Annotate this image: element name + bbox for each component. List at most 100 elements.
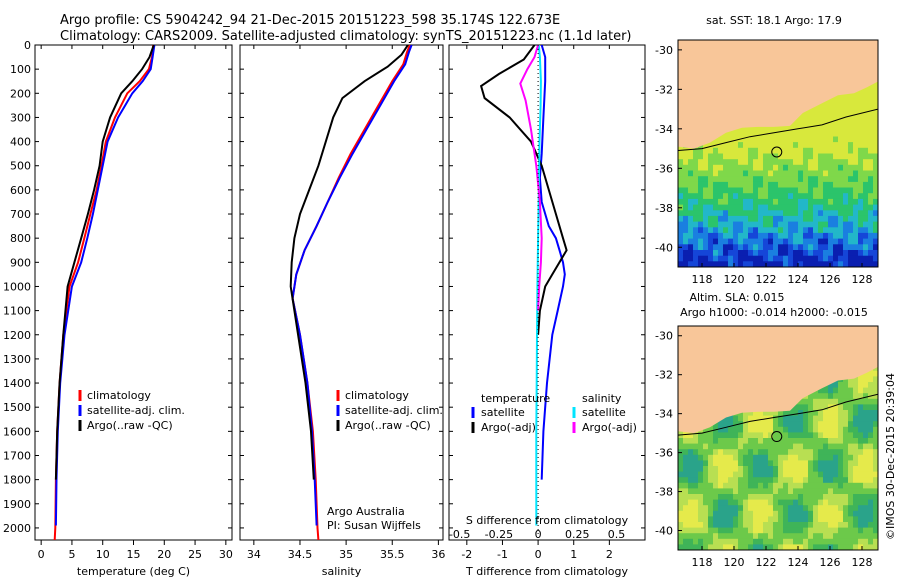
map-cell xyxy=(728,153,734,160)
map-cell xyxy=(698,255,704,262)
map-cell xyxy=(838,443,844,450)
map-cell xyxy=(698,544,704,550)
map-cell xyxy=(733,181,739,189)
map-cell xyxy=(788,153,794,160)
map-cell xyxy=(688,227,694,234)
map-cell xyxy=(788,494,794,501)
map-cell xyxy=(873,544,878,550)
map-cell xyxy=(828,238,834,245)
map-cell xyxy=(728,443,734,450)
map-cell xyxy=(683,187,689,194)
map-cell xyxy=(763,510,769,517)
map-cell xyxy=(738,215,744,223)
map-cell xyxy=(783,505,789,512)
map-cell xyxy=(778,410,784,417)
map-cell xyxy=(853,421,859,428)
map-cell xyxy=(823,471,829,478)
map-cell xyxy=(688,522,694,529)
map-cell xyxy=(703,510,709,517)
legend-label: Argo(..raw -QC) xyxy=(87,419,173,432)
map-cell xyxy=(713,494,719,501)
map-cell xyxy=(843,510,849,517)
map-cell xyxy=(858,438,864,445)
map-cell xyxy=(798,421,804,428)
map-cell xyxy=(703,516,709,523)
map-cell xyxy=(723,210,729,217)
map-cell xyxy=(858,516,864,523)
map-cell xyxy=(818,102,824,109)
map-cell xyxy=(698,250,704,257)
map-cell xyxy=(803,482,809,489)
map-cell xyxy=(733,499,739,506)
map-cell xyxy=(803,510,809,517)
map-cell xyxy=(738,482,744,489)
map-cell xyxy=(858,96,864,104)
map-cell xyxy=(838,130,844,138)
map-cell xyxy=(703,443,709,450)
map-cell xyxy=(803,193,809,200)
map-cell xyxy=(843,494,849,501)
map-cell xyxy=(738,454,744,461)
map-cell xyxy=(693,538,699,545)
map-cell xyxy=(738,460,744,467)
map-cell xyxy=(708,153,714,160)
map-cell xyxy=(833,170,839,177)
map-cell xyxy=(748,505,754,512)
map-cell xyxy=(823,387,829,394)
map-cell xyxy=(873,255,878,262)
map-cell xyxy=(718,510,724,517)
map-cell xyxy=(753,471,759,478)
map-cell xyxy=(833,449,839,456)
map-cell xyxy=(778,477,784,484)
map-cell xyxy=(833,108,839,115)
map-cell xyxy=(858,204,864,211)
map-cell xyxy=(873,108,878,115)
map-cell xyxy=(838,261,844,267)
map-cell xyxy=(753,522,759,529)
map-cell xyxy=(838,96,844,104)
map-cell xyxy=(853,482,859,489)
map-cell xyxy=(818,108,824,115)
map-cell xyxy=(713,432,719,439)
map-cell xyxy=(853,102,859,109)
map-cell xyxy=(828,250,834,257)
map-cell xyxy=(768,232,774,240)
map-cell xyxy=(688,261,694,267)
map-cell xyxy=(873,538,878,545)
map-cell xyxy=(708,499,714,506)
map-cell xyxy=(733,255,739,262)
map-cell xyxy=(868,227,874,234)
map-cell xyxy=(683,261,689,267)
map-cell xyxy=(798,159,804,166)
map-cell xyxy=(868,244,874,251)
map-cell xyxy=(788,170,794,177)
map-cell xyxy=(793,198,799,206)
map-cell xyxy=(678,170,684,177)
map-cell xyxy=(818,170,824,177)
map-cell xyxy=(768,426,774,433)
map-cell xyxy=(863,376,869,383)
map-cell xyxy=(703,215,709,223)
map-cell xyxy=(703,538,709,545)
map-cell xyxy=(713,176,719,183)
map-cell xyxy=(788,466,794,473)
map-cell xyxy=(703,227,709,234)
map-cell xyxy=(808,522,814,529)
map-cell xyxy=(843,387,849,394)
map-cell xyxy=(853,376,859,383)
map-cell xyxy=(693,466,699,473)
map-cell xyxy=(703,454,709,461)
side-label: ©IMOS 30-Dec-2015 20:39:04 xyxy=(884,373,897,540)
map-cell xyxy=(733,142,739,149)
map-cell xyxy=(778,505,784,512)
legend-label: satellite xyxy=(481,406,525,419)
map-cell xyxy=(793,181,799,189)
map-cell xyxy=(698,153,704,160)
map-cell xyxy=(743,494,749,501)
map-cell xyxy=(773,443,779,450)
map-cell xyxy=(798,153,804,160)
map-cell xyxy=(783,460,789,467)
float-marker xyxy=(771,431,783,443)
map-cell xyxy=(838,438,844,445)
